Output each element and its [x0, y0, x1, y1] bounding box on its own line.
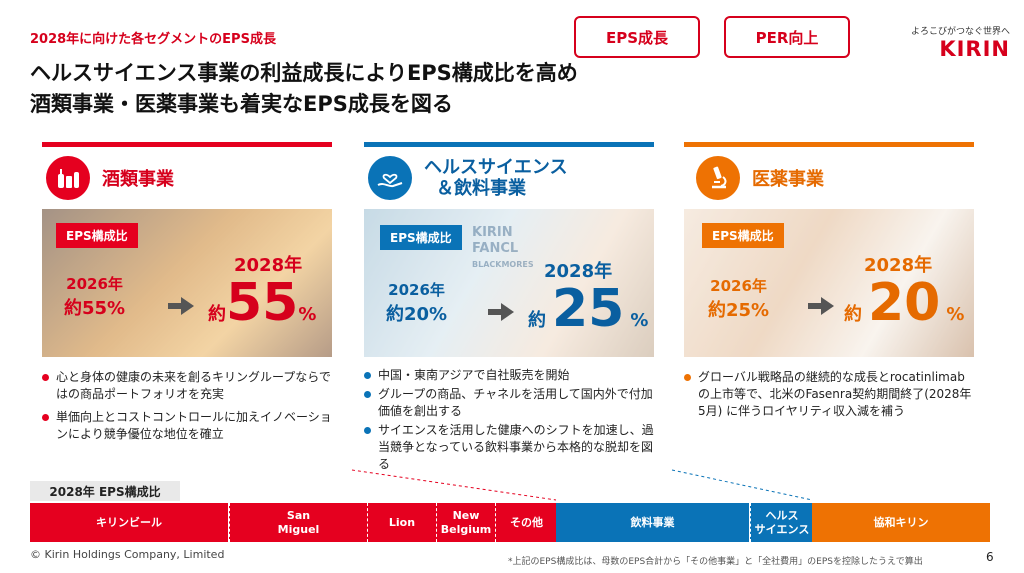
ratio-segment-other: その他 [495, 503, 557, 542]
approx-2026: 約20% [386, 304, 448, 325]
ratio-segment-beverages: 飲料事業 [556, 503, 749, 542]
arrow-right-icon [808, 297, 834, 319]
segment-bar [684, 142, 974, 147]
approx-prefix: 約 [844, 304, 862, 325]
value-2028: 2028年 約 20 % [844, 251, 964, 329]
segment-label-line: New [452, 508, 480, 522]
segment-label-line: ヘルス [765, 508, 799, 522]
value-2028: 2028年 約 55 % [208, 251, 316, 329]
year-2028: 2028年 [864, 255, 933, 276]
ratio-bar-label: 2028年 EPS構成比 [30, 481, 180, 501]
segment-title-line-2: ＆飲料事業 [436, 178, 526, 199]
bullet-list: 心と身体の健康の未来を創るキリングループならではの商品ポートフォリオを充実 単価… [42, 369, 332, 443]
value-2028-number: 55 [226, 273, 299, 333]
arrow-right-icon [488, 303, 514, 325]
segment-title: ヘルスサイエンス ＆飲料事業 [424, 157, 567, 199]
photo-brands: KIRIN FANCL BLACKMORES [472, 225, 534, 273]
ratio-segment-new-belgium: New Belgium [436, 503, 495, 542]
family-photo: KIRIN FANCL BLACKMORES EPS構成比 2026年 約20%… [364, 209, 654, 357]
slide-headline: ヘルスサイエンス事業の利益成長によりEPS構成比を高め 酒類事業・医薬事業も着実… [30, 58, 578, 120]
value-2026: 2026年 約20% [386, 279, 447, 326]
segment-label-line: Belgium [440, 522, 492, 536]
bullet-item: グローバル戦略品の継続的な成長とrocatinlimabの上市等で、北米のFas… [684, 369, 974, 420]
photo-brand: BLACKMORES [472, 260, 534, 269]
ratio-segment-health-science: ヘルス サイエンス [750, 503, 813, 542]
arrow-right-icon [168, 297, 194, 319]
bullet-list: グローバル戦略品の継続的な成長とrocatinlimabの上市等で、北米のFas… [684, 369, 974, 420]
percent-sign: % [630, 310, 649, 331]
segment-title-line-1: ヘルスサイエンス [424, 157, 568, 178]
segment-title: 酒類事業 [102, 169, 174, 190]
logo-wordmark: KIRIN [939, 37, 1010, 61]
approx-prefix: 約 [208, 304, 226, 325]
copyright: © Kirin Holdings Company, Limited [30, 548, 225, 561]
value-2028: 2028年 約 25 % [528, 257, 648, 335]
segment-label-line: サイエンス [754, 522, 810, 536]
segment-bar [364, 142, 654, 147]
footnote: *上記のEPS構成比は、母数のEPS合計から「その他事業」と「全社費用」のEPS… [508, 557, 923, 567]
heart-hand-icon [368, 156, 412, 200]
slide-subtitle: 2028年に向けた各セグメントのEPS成長 [30, 32, 276, 47]
segment-label-line: Miguel [277, 522, 320, 536]
photo-brand: FANCL [472, 241, 519, 256]
approx-prefix: 約 [528, 310, 546, 331]
tag-eps-growth: EPS成長 [574, 16, 700, 58]
value-2028-number: 20 [868, 273, 941, 333]
value-2026: 2026年 約25% [708, 275, 769, 322]
bullet-item: 単価向上とコストコントロールに加えイノベーションにより競争優位な地位を確立 [42, 409, 332, 443]
segment-title: 医薬事業 [752, 169, 824, 190]
segment-alcohol: 酒類事業 EPS構成比 2026年 約55% 2028年 約 55 % 心と身体… [42, 142, 332, 449]
bullet-item: 中国・東南アジアで自社販売を開始 [364, 367, 654, 384]
year-2028: 2028年 [234, 255, 303, 276]
ratio-segment-san-miguel: San Miguel [229, 503, 367, 542]
eps-ratio-badge: EPS構成比 [702, 223, 784, 248]
bullet-list: 中国・東南アジアで自社販売を開始 グループの商品、チャネルを活用して国内外で付加… [364, 367, 654, 473]
headline-line-2: 酒類事業・医薬事業も着実なEPS成長を図る [30, 92, 453, 116]
approx-2026: 約55% [64, 298, 126, 319]
page-number: 6 [986, 550, 994, 564]
segment-bar [42, 142, 332, 147]
bullet-item: サイエンスを活用した健康へのシフトを加速し、過当競争となっている飲料事業から本格… [364, 422, 654, 473]
value-2026: 2026年 約55% [64, 273, 125, 320]
year-2028: 2028年 [544, 261, 613, 282]
microscope-icon [696, 156, 740, 200]
bullet-item: グループの商品、チャネルを活用して国内外で付加価値を創出する [364, 386, 654, 420]
eps-ratio-badge: EPS構成比 [56, 223, 138, 248]
segment-label-line: San [286, 508, 311, 522]
bullet-item: 心と身体の健康の未来を創るキリングループならではの商品ポートフォリオを充実 [42, 369, 332, 403]
ratio-segment-kirin-beer: キリンビール [30, 503, 228, 542]
value-2028-number: 25 [552, 279, 625, 339]
headline-line-1: ヘルスサイエンス事業の利益成長によりEPS構成比を高め [30, 61, 578, 85]
ratio-segment-kyowa-kirin: 協和キリン [812, 503, 990, 542]
beer-photo: EPS構成比 2026年 約55% 2028年 約 55 % [42, 209, 332, 357]
logo-tagline: よろこびがつなぐ世界へ [910, 27, 1010, 37]
connector-blue [671, 469, 813, 501]
percent-sign: % [298, 304, 317, 325]
year-2026: 2026年 [710, 277, 767, 295]
approx-2026: 約25% [708, 300, 770, 321]
year-2026: 2026年 [388, 281, 445, 299]
segment-pharma: 医薬事業 EPS構成比 2026年 約25% 2028年 約 20 % グローバ… [684, 142, 974, 426]
segment-health-science: ヘルスサイエンス ＆飲料事業 KIRIN FANCL BLACKMORES EP… [364, 142, 654, 475]
percent-sign: % [946, 304, 965, 325]
tag-per-improvement: PER向上 [724, 16, 850, 58]
ratio-segment-lion: Lion [367, 503, 436, 542]
bottles-icon [46, 156, 90, 200]
photo-brand: KIRIN [472, 225, 513, 240]
doctor-photo: EPS構成比 2026年 約25% 2028年 約 20 % [684, 209, 974, 357]
year-2026: 2026年 [66, 275, 123, 293]
eps-ratio-badge: EPS構成比 [380, 225, 462, 250]
kirin-logo: よろこびがつなぐ世界へ KIRIN [880, 24, 1010, 64]
